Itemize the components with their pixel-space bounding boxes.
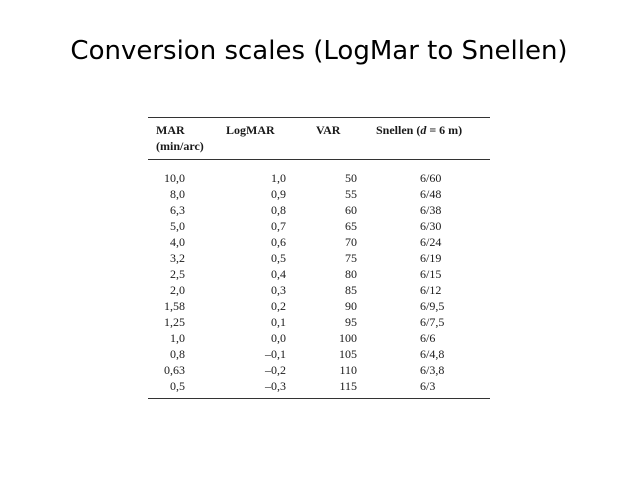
cell-var: 110: [339, 363, 357, 377]
cell-logmar: 0,2: [271, 299, 286, 313]
header-mar: MAR (min/arc): [148, 118, 218, 160]
cell-snellen: 6/9,5: [420, 299, 445, 313]
cell-logmar: –0,1: [265, 347, 286, 361]
cell-logmar: 0,0: [271, 331, 286, 345]
cell-mar: 0,5: [170, 379, 185, 393]
cell-snellen: 6/38: [420, 203, 442, 217]
cell-logmar: 0,4: [271, 267, 286, 281]
table-row: 5,0 0,7 65 6/30: [148, 218, 490, 234]
cell-mar: 1,58: [164, 299, 185, 313]
cell-snellen: 6/3,8: [420, 363, 445, 377]
header-snellen-var: d: [420, 123, 427, 137]
cell-mar: 2,0: [170, 283, 185, 297]
cell-logmar: 1,0: [271, 171, 286, 185]
cell-mar: 4,0: [170, 235, 185, 249]
table-row: 0,63 –0,2 110 6/3,8: [148, 362, 490, 378]
cell-logmar: 0,7: [271, 219, 286, 233]
cell-mar: 0,8: [170, 347, 185, 361]
cell-mar: 6,3: [170, 203, 185, 217]
cell-mar: 10,0: [164, 171, 185, 185]
cell-snellen: 6/15: [420, 267, 442, 281]
cell-logmar: 0,8: [271, 203, 286, 217]
cell-mar: 3,2: [170, 251, 185, 265]
header-snellen: Snellen (d = 6 m): [372, 118, 490, 160]
cell-snellen: 6/3: [420, 379, 436, 393]
table-row: 1,0 0,0 100 6/6: [148, 330, 490, 346]
cell-var: 95: [345, 315, 357, 329]
cell-var: 85: [345, 283, 357, 297]
cell-var: 80: [345, 267, 357, 281]
table-row: 3,2 0,5 75 6/19: [148, 250, 490, 266]
cell-snellen: 6/30: [420, 219, 442, 233]
cell-snellen: 6/12: [420, 283, 442, 297]
cell-snellen: 6/60: [420, 171, 442, 185]
cell-mar: 5,0: [170, 219, 185, 233]
cell-snellen: 6/7,5: [420, 315, 445, 329]
header-mar-line2: (min/arc): [156, 139, 204, 153]
cell-mar: 1,0: [170, 331, 185, 345]
cell-snellen: 6/4,8: [420, 347, 445, 361]
cell-logmar: 0,6: [271, 235, 286, 249]
cell-var: 75: [345, 251, 357, 265]
cell-mar: 1,25: [164, 315, 185, 329]
cell-var: 90: [345, 299, 357, 313]
cell-snellen: 6/19: [420, 251, 442, 265]
slide-title: Conversion scales (LogMar to Snellen): [70, 36, 568, 66]
cell-var: 105: [339, 347, 357, 361]
table-row: 10,0 1,0 50 6/60: [148, 160, 490, 187]
conversion-table-container: MAR (min/arc) LogMAR VAR Snellen (d = 6 …: [148, 117, 490, 399]
cell-logmar: –0,3: [265, 379, 286, 393]
cell-var: 60: [345, 203, 357, 217]
table-row: 0,8 –0,1 105 6/4,8: [148, 346, 490, 362]
cell-snellen: 6/6: [420, 331, 436, 345]
cell-var: 115: [339, 379, 357, 393]
header-snellen-prefix: Snellen (: [376, 123, 421, 137]
cell-logmar: 0,9: [271, 187, 286, 201]
cell-logmar: –0,2: [265, 363, 286, 377]
header-var: VAR: [316, 123, 341, 137]
table-header: MAR (min/arc) LogMAR VAR Snellen (d = 6 …: [148, 117, 490, 160]
cell-snellen: 6/24: [420, 235, 442, 249]
table-row: 4,0 0,6 70 6/24: [148, 234, 490, 250]
header-mar-line1: MAR: [156, 123, 185, 137]
header-logmar: LogMAR: [226, 123, 275, 137]
table-row: 1,25 0,1 95 6/7,5: [148, 314, 490, 330]
cell-var: 70: [345, 235, 357, 249]
table-row: 1,58 0,2 90 6/9,5: [148, 298, 490, 314]
cell-logmar: 0,5: [271, 251, 286, 265]
cell-mar: 0,63: [164, 363, 185, 377]
cell-mar: 8,0: [170, 187, 185, 201]
cell-var: 100: [339, 331, 357, 345]
table-row: 2,0 0,3 85 6/12: [148, 282, 490, 298]
table-row: 0,5 –0,3 115 6/3: [148, 378, 490, 399]
header-snellen-suffix: = 6 m): [426, 123, 463, 137]
table-row: 8,0 0,9 55 6/48: [148, 186, 490, 202]
cell-var: 50: [345, 171, 357, 185]
conversion-table: MAR (min/arc) LogMAR VAR Snellen (d = 6 …: [148, 117, 490, 399]
cell-logmar: 0,1: [271, 315, 286, 329]
table-body: 10,0 1,0 50 6/60 8,0 0,9 55 6/48 6,3 0,8 60 6/38 5,0…: [148, 160, 490, 399]
cell-logmar: 0,3: [271, 283, 286, 297]
cell-var: 65: [345, 219, 357, 233]
cell-var: 55: [345, 187, 357, 201]
header-row: MAR (min/arc) LogMAR VAR Snellen (d = 6 …: [148, 117, 490, 160]
cell-snellen: 6/48: [420, 187, 442, 201]
table-row: 2,5 0,4 80 6/15: [148, 266, 490, 282]
cell-mar: 2,5: [170, 267, 185, 281]
table-row: 6,3 0,8 60 6/38: [148, 202, 490, 218]
